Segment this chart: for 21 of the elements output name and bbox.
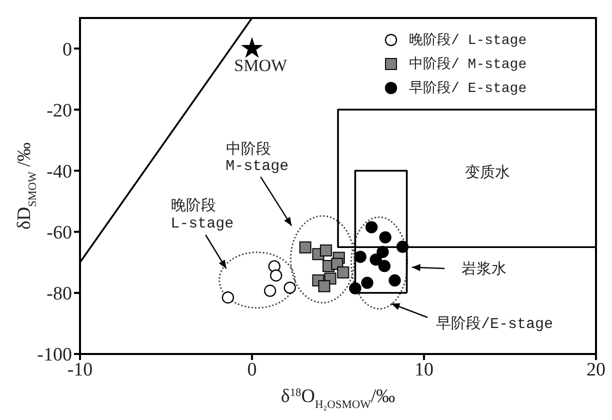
y-tick-label: -40	[46, 161, 72, 182]
annotation: 岩浆水	[462, 260, 507, 279]
annotation: L-stage	[170, 215, 234, 232]
annotation: M-stage	[226, 158, 289, 176]
y-tick-label: 0	[62, 39, 72, 60]
y-tick-label: -60	[46, 222, 72, 244]
y-tick-label: -20	[46, 100, 72, 122]
annotation: SMOW	[234, 56, 288, 75]
annotation: 变质水	[465, 164, 510, 182]
annotation: 中阶段	[226, 140, 272, 158]
x-tick-label: 20	[586, 359, 606, 380]
y-tick-label: -100	[37, 344, 72, 366]
legend-label: 中阶段/ M-stage	[409, 56, 527, 73]
annotation: 早阶段/E-stage	[436, 314, 554, 333]
y-tick-label: -80	[46, 284, 72, 305]
annotation: 晚阶段	[171, 196, 216, 215]
legend-label: 晚阶段/ L-stage	[409, 32, 527, 49]
x-axis-title: δ$^{18}$O$_{H₂OSMOW}$/‰	[280, 386, 396, 411]
legend-label: 早阶段/ E-stage	[409, 80, 527, 97]
x-tick-label: 10	[414, 359, 434, 380]
x-tick-label: 0	[247, 359, 257, 380]
